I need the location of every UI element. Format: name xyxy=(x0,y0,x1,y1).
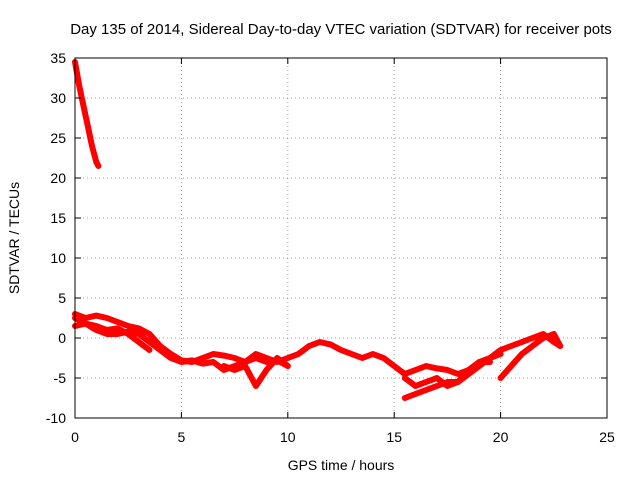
series-line-segment-early xyxy=(72,59,102,169)
series-line-track-d xyxy=(221,355,291,389)
x-tick-label: 5 xyxy=(178,429,186,445)
label-layer: 0 5 10 15 20 25 -10 -5 0 5 10 15 20 25 30 35 xyxy=(46,50,615,445)
x-tick-label: 15 xyxy=(386,429,402,445)
y-tick-label: 35 xyxy=(50,50,66,66)
y-tick-label: 30 xyxy=(50,90,66,106)
y-tick-label: 20 xyxy=(50,170,66,186)
series-line-track-b xyxy=(72,320,291,373)
x-tick-label: 25 xyxy=(599,429,615,445)
series-line-track-f xyxy=(401,359,493,401)
plot-frame xyxy=(74,57,608,419)
series-line-track-g xyxy=(497,331,564,381)
y-tick-label: 25 xyxy=(50,130,66,146)
x-tick-label: 20 xyxy=(493,429,509,445)
x-tick-label: 10 xyxy=(280,429,296,445)
y-tick-label: 10 xyxy=(50,250,66,266)
grid-layer xyxy=(74,57,608,419)
tick-layer xyxy=(74,57,608,419)
y-tick-label: 5 xyxy=(58,290,66,306)
y-tick-label: 0 xyxy=(58,330,66,346)
series-layer xyxy=(72,59,564,401)
chart-title: Day 135 of 2014, Sidereal Day-to-day VTE… xyxy=(70,21,612,38)
y-axis-title: SDTVAR / TECUs xyxy=(6,182,22,294)
y-tick-label: 15 xyxy=(50,210,66,226)
x-tick-label: 0 xyxy=(71,429,79,445)
x-axis-title: GPS time / hours xyxy=(288,457,395,473)
y-tick-label: -5 xyxy=(54,370,67,386)
series-line-track-c xyxy=(72,315,153,353)
y-tick-label: -10 xyxy=(46,410,66,426)
